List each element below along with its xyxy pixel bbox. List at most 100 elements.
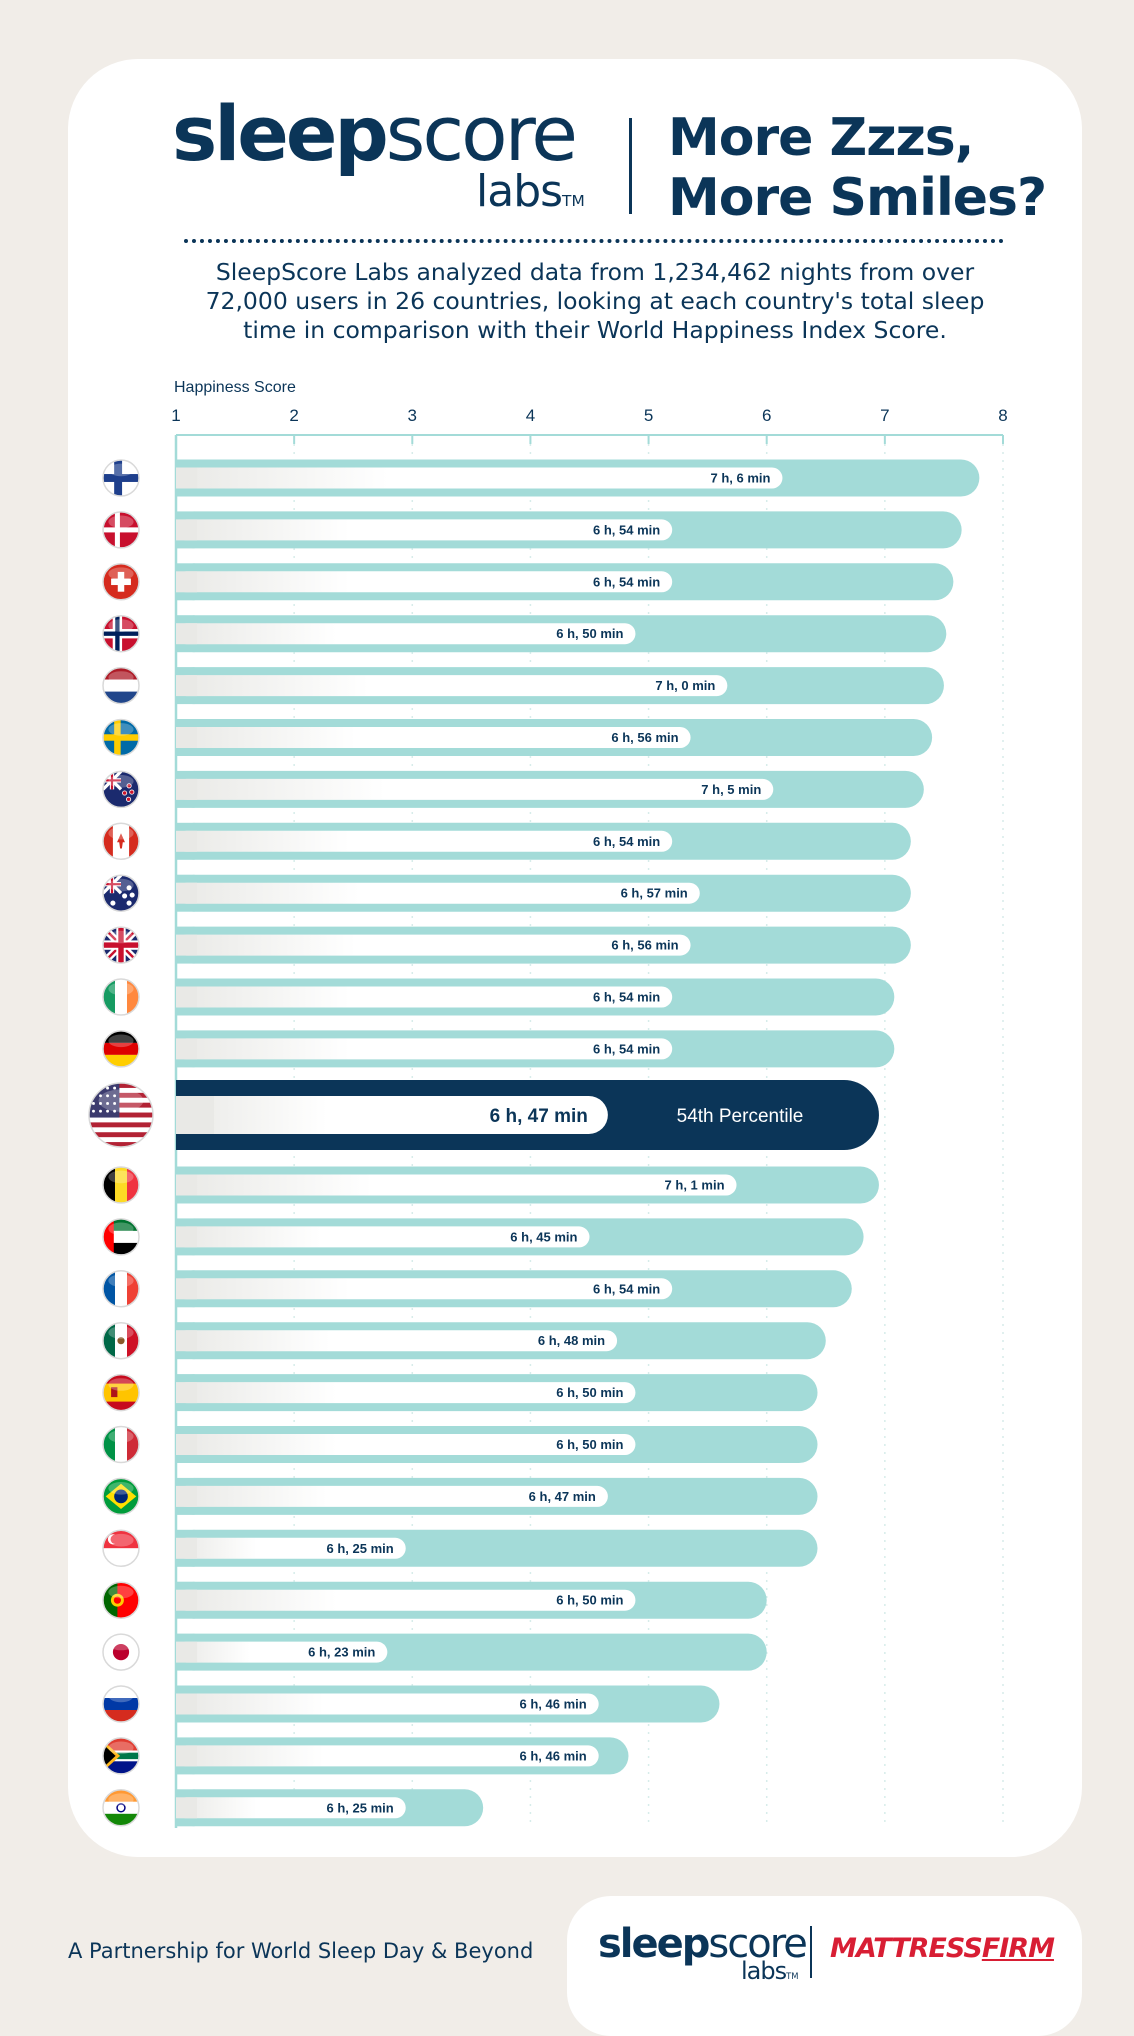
flag-field	[115, 979, 127, 1015]
x-tick-label: 8	[998, 406, 1007, 425]
flag-field	[89, 1112, 153, 1118]
sleep-time-label: 6 h, 48 min	[538, 1333, 605, 1348]
sleep-time-pill-edge	[176, 1434, 197, 1455]
flag-shine	[108, 1430, 134, 1443]
flag-star	[122, 790, 128, 796]
flag-ring	[102, 822, 140, 861]
sleep-time-label: 7 h, 6 min	[710, 471, 770, 486]
flag-field	[89, 1132, 153, 1138]
sleep-time-label: 6 h, 54 min	[593, 522, 660, 537]
flag-shine	[108, 567, 134, 580]
brazil-flag	[103, 1478, 139, 1515]
flag-ring	[102, 1218, 140, 1256]
united-states-flag	[89, 1083, 153, 1147]
australia-flag	[103, 875, 139, 912]
sleep-time-pill	[176, 1382, 636, 1404]
sleep-time-pill-edge	[176, 1745, 197, 1767]
flag-field	[89, 1102, 153, 1108]
japan-sun	[112, 1644, 130, 1661]
flag-ring	[102, 1789, 140, 1827]
sleep-time-pill-edge	[176, 1797, 197, 1819]
flag-shine	[108, 1482, 134, 1495]
flag-ring	[102, 1633, 140, 1671]
flag-field	[115, 1426, 127, 1463]
flag-ring	[102, 718, 140, 757]
flag-ring	[102, 511, 140, 549]
flag-shine	[98, 1089, 144, 1112]
bar-row: 6 h, 25 min	[102, 1529, 818, 1568]
switzerland-flag	[103, 563, 139, 600]
sleep-time-pill	[176, 571, 673, 593]
flag-shine	[108, 775, 134, 788]
brazil-globe	[114, 1489, 128, 1504]
bar-row: 6 h, 54 min	[102, 1030, 895, 1068]
bar-row: 6 h, 54 min	[102, 1270, 852, 1308]
flag-star	[110, 900, 116, 906]
flag-shine	[108, 619, 134, 632]
sleep-time-pill	[176, 727, 691, 748]
flag-ring	[102, 874, 140, 912]
sleep-time-pill	[176, 934, 691, 956]
flag-field	[129, 823, 139, 860]
bar-row: 6 h, 47 min	[102, 1477, 818, 1516]
united-kingdom-flag	[103, 927, 139, 964]
sleep-time-pill-edge	[176, 1096, 214, 1134]
sleep-time-label: 6 h, 25 min	[327, 1541, 394, 1556]
flag-field	[103, 823, 113, 860]
sleep-time-label: 6 h, 46 min	[519, 1697, 586, 1712]
sleep-time-pill	[176, 623, 636, 645]
flag-shine	[108, 1326, 134, 1339]
sleep-time-pill	[176, 1174, 737, 1196]
sleep-time-label: 6 h, 54 min	[593, 834, 660, 849]
flag-field	[110, 875, 114, 894]
sleep-time-pill-edge	[176, 519, 197, 541]
footer-divider	[810, 1926, 812, 1978]
flag-field	[89, 1092, 153, 1098]
bar-row: 6 h, 48 min	[102, 1321, 826, 1360]
flag-field	[114, 511, 120, 548]
headline: More Zzzs, More Smiles?	[668, 108, 1047, 228]
flag-ring	[102, 978, 140, 1016]
sleep-time-pill-edge	[176, 727, 197, 748]
sleep-time-label: 6 h, 56 min	[611, 730, 678, 745]
south-africa-flag	[103, 1737, 139, 1774]
sleep-time-label: 6 h, 47 min	[529, 1489, 596, 1504]
sleep-time-pill	[176, 1641, 388, 1663]
sleep-time-pill	[176, 1693, 599, 1715]
flag-ring	[102, 459, 140, 497]
sleep-time-pill	[176, 1038, 673, 1060]
headline-line2: More Smiles?	[668, 168, 1047, 228]
sleep-time-pill	[176, 1589, 636, 1611]
footer-logo-labs: labs	[741, 1957, 787, 1985]
flag-ring	[102, 1529, 140, 1568]
sleep-time-label: 6 h, 54 min	[593, 1281, 660, 1296]
sa-black	[103, 1744, 116, 1768]
sleep-time-label: 6 h, 45 min	[510, 1229, 577, 1244]
flag-shine	[108, 671, 134, 684]
flag-ring	[102, 1030, 140, 1068]
sleep-time-pill-edge	[176, 1693, 197, 1715]
flag-field	[103, 527, 139, 533]
flag-field	[103, 1548, 139, 1567]
bar-row: 6 h, 50 min	[102, 614, 947, 653]
mattress-firm-word-b: firm	[981, 1933, 1055, 1964]
bar-row: 6 h, 50 min	[102, 1373, 818, 1412]
sleep-time-pill	[176, 519, 673, 541]
flag-field	[118, 927, 124, 964]
bar-row: 6 h, 46 min	[102, 1685, 720, 1723]
sleep-time-pill-edge	[176, 1226, 197, 1248]
bar-row: 6 h, 47 min 54th Percentile	[88, 1080, 879, 1150]
logo-sleep: sleep	[172, 89, 389, 178]
bar-row: 6 h, 54 min	[102, 511, 962, 549]
sleep-time-pill	[176, 1278, 673, 1300]
flag-shine	[108, 463, 134, 477]
sleep-time-pill-edge	[176, 1174, 197, 1196]
sleepscore-labs-logo: sleepscore labsTM	[172, 89, 585, 218]
x-tick-label: 3	[408, 406, 417, 425]
sleep-time-label: 6 h, 25 min	[327, 1800, 394, 1815]
sleep-time-pill-edge	[176, 1038, 197, 1060]
flag-shine	[108, 1274, 134, 1287]
sleep-time-label: 6 h, 57 min	[621, 886, 688, 901]
flag-field	[103, 1752, 139, 1760]
